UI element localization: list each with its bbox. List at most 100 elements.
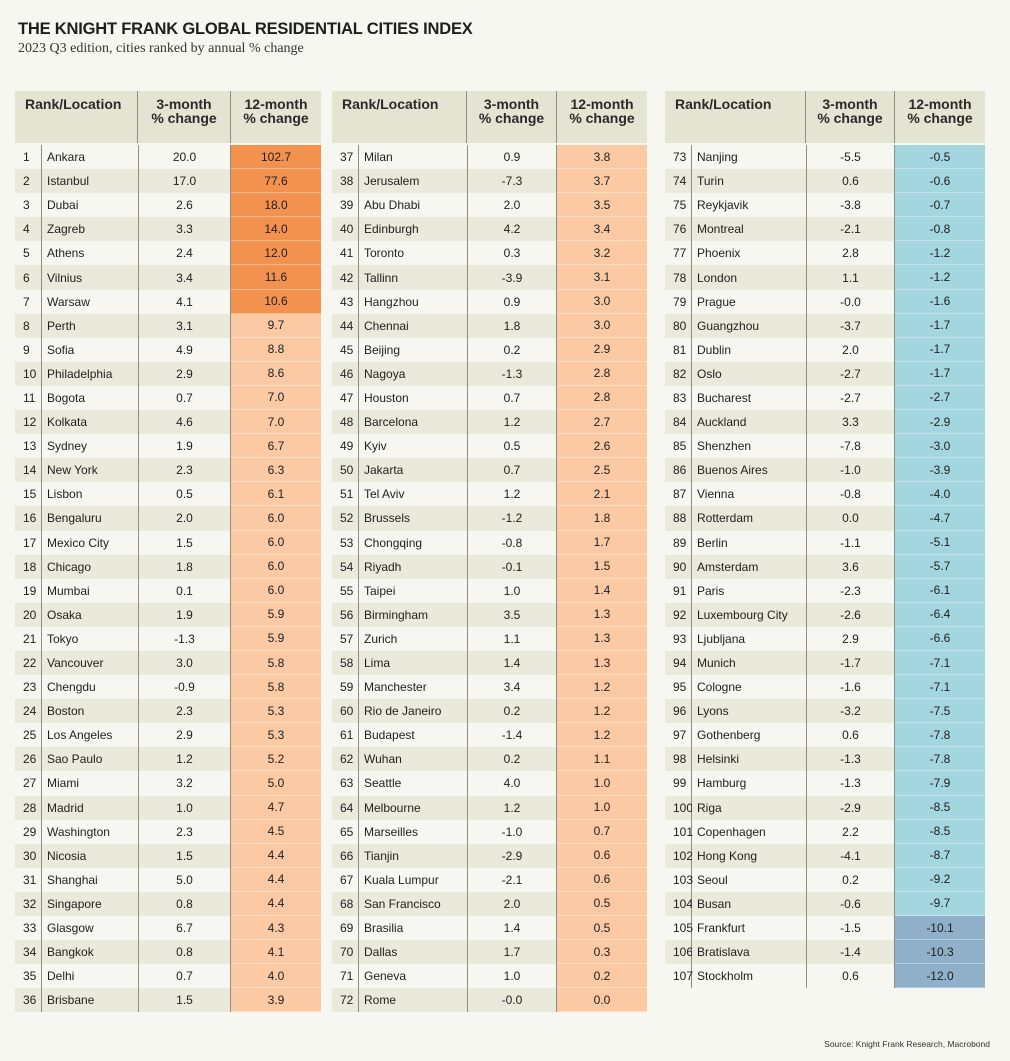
three-month-change-cell: 2.0 [467, 891, 557, 916]
three-month-change-cell: -1.3 [138, 626, 231, 651]
rank-cell: 18 [15, 554, 42, 579]
rank-cell: 11 [15, 385, 42, 411]
table-row: 82 Oslo -2.7 -1.7 [665, 361, 985, 386]
three-month-change-cell: -7.3 [467, 169, 557, 194]
rank-cell: 98 [665, 747, 692, 772]
three-month-change-cell: -1.3 [806, 747, 895, 772]
city-cell: Hong Kong [692, 843, 806, 868]
twelve-month-change-cell: 3.1 [557, 265, 647, 290]
three-month-change-cell: 4.1 [138, 289, 231, 314]
twelve-month-change-cell: 1.2 [557, 723, 647, 748]
three-month-change-cell: -4.1 [806, 843, 895, 868]
rank-cell: 85 [665, 434, 692, 459]
table-row: 44 Chennai 1.8 3.0 [332, 313, 647, 338]
city-cell: Washington [47, 824, 110, 839]
table-row: 83 Bucharest -2.7 -2.7 [665, 385, 985, 411]
city-cell: Rio de Janeiro [359, 699, 467, 724]
table-row: 72 Rome -0.0 0.0 [332, 988, 647, 1013]
twelve-month-change-cell: -9.7 [895, 891, 985, 916]
city-cell: Vancouver [42, 650, 138, 676]
twelve-month-change-cell: 1.0 [557, 795, 647, 820]
rank-cell: 52 [332, 506, 359, 531]
twelve-month-change-cell: 3.4 [557, 217, 647, 242]
city-cell: Luxembourg City [692, 602, 806, 627]
rank-cell: 12 [15, 410, 42, 435]
table-row: 11 Bogota 0.7 7.0 [15, 385, 321, 411]
table-row: 59 Manchester 3.4 1.2 [332, 675, 647, 700]
rank-cell: 23 [15, 675, 42, 700]
city-cell: Wuhan [359, 747, 467, 772]
table-row: 57 Zurich 1.1 1.3 [332, 626, 647, 651]
three-month-change-cell: 2.9 [138, 723, 231, 748]
twelve-month-change-cell: 1.1 [557, 747, 647, 772]
twelve-month-change-cell: -1.7 [895, 361, 985, 386]
city-cell: Kolkata [42, 410, 138, 435]
table-row: 2 Istanbul 17.0 77.6 [15, 169, 321, 194]
three-month-change-cell: 2.9 [138, 361, 231, 386]
three-month-change-cell: -3.8 [806, 193, 895, 218]
twelve-month-change-cell: -0.6 [895, 169, 985, 194]
three-month-change-cell: 0.8 [138, 940, 231, 965]
twelve-month-change-cell: 5.9 [231, 626, 321, 651]
table-row: 50 Jakarta 0.7 2.5 [332, 458, 647, 483]
city-cell: Guangzhou [692, 313, 806, 338]
table-row: 93 Ljubljana 2.9 -6.6 [665, 626, 985, 651]
rank-cell: 35 [15, 964, 42, 989]
table-row: 3 Dubai 2.6 18.0 [15, 193, 321, 218]
three-month-change-cell: 1.8 [138, 554, 231, 579]
table-panel-2: Rank/Location 3-month% change 12-month% ch… [332, 91, 647, 1013]
table-row: 99 Hamburg -1.3 -7.9 [665, 771, 985, 796]
header-3-month-change: 3-month% change [467, 91, 557, 143]
twelve-month-change-cell: 1.2 [557, 675, 647, 700]
city-cell: Dubai [47, 198, 79, 213]
twelve-month-change-cell: 8.6 [231, 361, 321, 386]
twelve-month-change-cell: 7.0 [231, 385, 321, 411]
twelve-month-change-cell: 0.5 [557, 916, 647, 941]
city-cell: Osaka [42, 602, 138, 627]
table-row: 16 Bengaluru 2.0 6.0 [15, 506, 321, 531]
twelve-month-change-cell: -7.1 [895, 675, 985, 700]
city-cell: Hamburg [697, 776, 747, 791]
three-month-change-cell: 3.0 [138, 650, 231, 676]
city-cell: Riyadh [359, 554, 467, 579]
city-cell: Ankara [47, 150, 86, 165]
twelve-month-change-cell: -8.5 [895, 795, 985, 820]
twelve-month-change-cell: -3.9 [895, 458, 985, 483]
city-cell: Rotterdam [692, 506, 806, 531]
three-month-change-cell: 1.0 [467, 578, 557, 603]
three-month-change-cell: 3.6 [806, 554, 895, 579]
three-month-change-cell: 0.7 [138, 964, 231, 989]
three-month-change-cell: 0.6 [806, 169, 895, 194]
twelve-month-change-cell: 6.7 [231, 434, 321, 459]
table-row: 104 Busan -0.6 -9.7 [665, 891, 985, 916]
twelve-month-change-cell: 1.3 [557, 650, 647, 676]
three-month-change-cell: 1.9 [138, 434, 231, 459]
table-row: 71 Geneva 1.0 0.2 [332, 964, 647, 989]
rank-cell: 89 [665, 530, 692, 555]
three-month-change-cell: 2.3 [138, 458, 231, 483]
city-cell: Barcelona [359, 410, 467, 435]
rank-cell: 105 [665, 916, 693, 941]
city-cell: Taipei [364, 583, 396, 598]
city-cell: Bengaluru [42, 506, 138, 531]
twelve-month-change-cell: -6.6 [895, 626, 985, 651]
city-cell: Glasgow [47, 921, 94, 936]
twelve-month-change-cell: 5.8 [231, 675, 321, 700]
twelve-month-change-cell: 6.0 [231, 530, 321, 555]
table-row: 34 Bangkok 0.8 4.1 [15, 940, 321, 965]
rank-cell: 86 [665, 458, 692, 483]
rank-cell: 96 [665, 699, 692, 724]
city-cell: Vienna [697, 487, 735, 502]
city-cell: Miami [47, 776, 79, 791]
city-cell: Hangzhou [364, 294, 419, 309]
twelve-month-change-cell: 2.5 [557, 458, 647, 483]
city-cell: Brussels [359, 506, 467, 531]
three-month-change-cell: 0.2 [806, 867, 895, 892]
table-row: 66 Tianjin -2.9 0.6 [332, 843, 647, 868]
city-cell: Abu Dhabi [364, 198, 421, 213]
table-row: 51 Tel Aviv 1.2 2.1 [332, 482, 647, 507]
table-row: 80 Guangzhou -3.7 -1.7 [665, 313, 985, 338]
city-cell: Chengdu [47, 680, 96, 695]
table-row: 81 Dublin 2.0 -1.7 [665, 337, 985, 362]
three-month-change-cell: -1.3 [467, 361, 557, 386]
